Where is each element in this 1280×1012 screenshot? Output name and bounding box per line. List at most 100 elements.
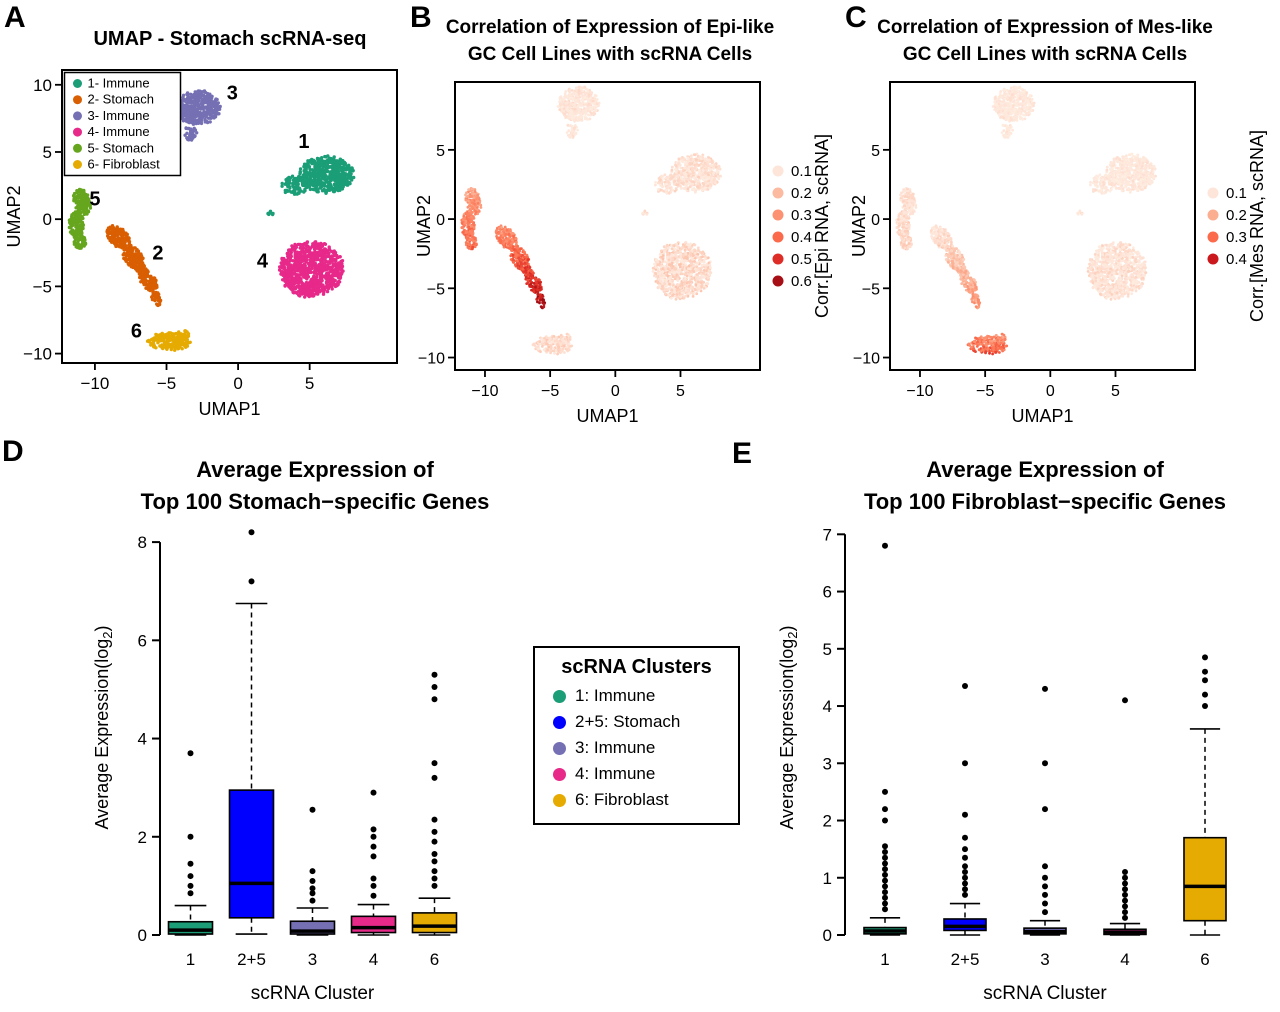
category-label: 3 [1040, 950, 1049, 969]
points [67, 89, 356, 352]
svg-text:−5: −5 [541, 383, 559, 400]
boxes [863, 542, 1227, 936]
legend-item-2: 3: Immune [535, 735, 738, 761]
svg-text:5: 5 [305, 374, 314, 393]
x-axis: −10 −5 0 5 [81, 363, 314, 393]
svg-text:0: 0 [436, 212, 445, 229]
epi-correlation-plot-b: −10 −5 0 5 −10 −5 0 5 UMAP1 UMAP2 0.10.20.30.40.50… [414, 81, 832, 426]
legend-item-label: 2+5: Stomach [575, 712, 681, 731]
x-axis-label: scRNA Cluster [251, 983, 375, 1004]
legend-color-dot [553, 793, 566, 807]
box-2+5 [228, 789, 275, 919]
legend-color-dot [553, 767, 566, 781]
svg-text:5: 5 [676, 383, 685, 400]
plot-border [454, 81, 761, 371]
legend-item-label: 4: Immune [575, 764, 656, 783]
y-axis: −10−505 [853, 143, 890, 368]
legend-item-0: 1: Immune [535, 683, 738, 709]
x-axis: −10 −5 0 5 [471, 370, 685, 400]
panel-d-title-line1: Average Expression of [196, 457, 434, 482]
points [895, 85, 1157, 356]
panel-b-title-line1: Correlation of Expression of Epi-like [445, 17, 775, 38]
category-label: 2+5 [237, 950, 266, 969]
svg-text:−5: −5 [157, 374, 176, 393]
svg-text:5- Stomach: 5- Stomach [88, 140, 154, 155]
legend-color-dot [553, 689, 566, 703]
box-4 [350, 915, 397, 934]
y-axis: −10−505 [418, 143, 455, 368]
panel-c: −10 −5 0 5 −10 −5 0 5 UMAP1 UMAP2 0.1 0.2 0.3 0.4 Corr… [845, 0, 1280, 430]
legend-title: scRNA Clusters [561, 656, 712, 678]
svg-text:6- Fibroblast: 6- Fibroblast [88, 157, 161, 172]
svg-text:3- Immune: 3- Immune [88, 108, 150, 123]
legend-color-dot [553, 715, 566, 729]
panel-a: −10 −5 0 5 −10 −5 0 5 10 UMAP1 UMAP2 1 2 3 4 5 6 1- Immun… [0, 0, 410, 430]
svg-text:−10: −10 [418, 351, 445, 368]
svg-text:−5: −5 [427, 281, 445, 298]
x-axis-label: UMAP1 [1011, 406, 1073, 426]
panel-a-title: UMAP - Stomach scRNA-seq [93, 28, 367, 50]
panel-c-title-line2: GC Cell Lines with scRNA Cells [902, 44, 1188, 65]
category-label: 1 [186, 950, 195, 969]
y-axis-label: UMAP2 [4, 185, 24, 247]
y-axis: −10 −5 0 5 10 [23, 76, 62, 364]
panel-letter-a: A [4, 1, 26, 34]
panel-b: −10 −5 0 5 −10 −5 0 5 UMAP1 UMAP2 0.1 0.2 0.3 0.4 0.5 0… [410, 0, 845, 430]
svg-text:4: 4 [257, 251, 269, 273]
panel-e: 0 1 2 3 4 5 6 7 Average Expression(log2) 1 2+5 3 4 6 s… [730, 430, 1280, 1012]
svg-text:−10: −10 [23, 345, 52, 364]
y-axis-label: UMAP2 [414, 195, 434, 257]
panel-letter-b: B [410, 1, 432, 34]
panel-d-title: Average Expression of Top 100 Stomach−sp… [85, 454, 545, 518]
legend-item-4: 6: Fibroblast [535, 787, 738, 813]
svg-text:3: 3 [227, 83, 238, 105]
panel-d-title-line2: Top 100 Stomach−specific Genes [140, 489, 490, 514]
svg-text:5: 5 [43, 143, 52, 162]
legend-item-3: 4: Immune [535, 761, 738, 787]
category-label: 4 [369, 950, 378, 969]
box-6 [411, 912, 458, 934]
y-axis-label: Average Expression(log2) [777, 625, 800, 829]
panel-b-title-line2: GC Cell Lines with scRNA Cells [467, 44, 753, 65]
panel-b-title: Correlation of Expression of Epi-like GC… [410, 14, 810, 68]
correlation-colorbar: 0.10.20.30.4 Corr.[Mes RNA, scRNA] [1207, 130, 1267, 322]
scrna-clusters-legend-box: scRNA Clusters 1: Immune 2+5: Stomach 3: I… [533, 646, 740, 825]
svg-text:−10: −10 [471, 383, 498, 400]
svg-text:5: 5 [89, 189, 100, 211]
svg-text:0: 0 [611, 383, 620, 400]
panel-letter-e: E [732, 437, 753, 470]
legend-item-label: 1: Immune [575, 686, 656, 705]
panel-letter-c: C [845, 1, 867, 34]
y-axis-label: Average Expression(log2) [92, 625, 115, 829]
category-label: 6 [1200, 950, 1209, 969]
x-axis: −10 −5 0 5 [906, 370, 1120, 400]
box-6 [1183, 836, 1227, 922]
category-label: 2+5 [951, 950, 980, 969]
panel-e-title: Average Expression of Top 100 Fibroblast… [795, 454, 1280, 518]
points [460, 85, 722, 356]
svg-text:2- Stomach: 2- Stomach [88, 92, 154, 107]
x-axis-label: scRNA Cluster [983, 983, 1107, 1004]
mes-correlation-plot-c: −10 −5 0 5 −10−505 UMAP1 UMAP2 0.10.20.30.4 Corr… [849, 81, 1267, 426]
box-1 [167, 920, 214, 935]
colorbar-label: Corr.[Epi RNA, scRNA] [812, 134, 832, 318]
panel-c-title-line1: Correlation of Expression of Mes-like [877, 17, 1213, 38]
legend-items: 1: Immune 2+5: Stomach 3: Immune 4: Immune 6… [535, 683, 738, 813]
category-label: 4 [1120, 950, 1129, 969]
svg-text:0: 0 [233, 374, 242, 393]
svg-text:0: 0 [43, 210, 52, 229]
svg-text:1- Immune: 1- Immune [88, 76, 150, 91]
colorbar-label: Corr.[Mes RNA, scRNA] [1247, 130, 1267, 322]
panel-c-title: Correlation of Expression of Mes-like GC… [845, 14, 1245, 68]
cluster-number-labels: 1 2 3 4 5 6 [89, 83, 309, 343]
svg-text:−5: −5 [33, 277, 52, 296]
legend-item-1: 2+5: Stomach [535, 709, 738, 735]
svg-text:1: 1 [298, 131, 309, 153]
legend-item-label: 6: Fibroblast [575, 790, 669, 809]
legend-color-dot [553, 741, 566, 755]
